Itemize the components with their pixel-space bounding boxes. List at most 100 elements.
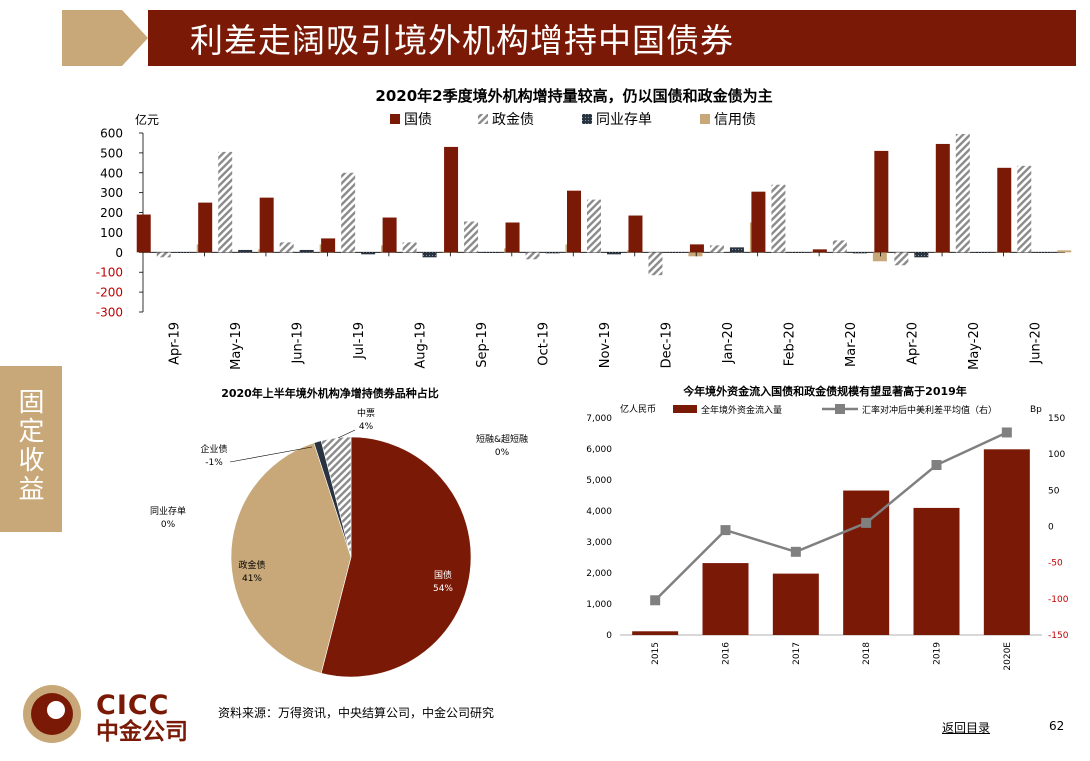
chart3-y-tick-label: 1,000 <box>586 600 612 610</box>
chart3-x-tick-label: 2018 <box>862 642 872 665</box>
chart1-x-tick-label: Feb-20 <box>782 322 797 366</box>
chart1-bar <box>402 242 417 253</box>
chart3-y2-tick-label: -150 <box>1048 631 1069 641</box>
chart1-bar <box>607 252 621 255</box>
chart1-bar <box>1017 165 1032 253</box>
chart1-x-tick-label: Apr-19 <box>168 322 183 365</box>
chart3-y-tick-label: 6,000 <box>586 445 612 455</box>
header-bar <box>148 10 1076 66</box>
chart1-x-tick-label: Mar-20 <box>844 322 859 367</box>
chart2-slice-percent: 41% <box>242 574 262 584</box>
chart3-spread-marker <box>861 517 872 528</box>
page-number: 62 <box>1049 719 1065 733</box>
chart3-legend-label: 汇率对冲后中美利差平均值（右） <box>862 404 997 416</box>
chart1-y-tick-label: -200 <box>96 286 123 300</box>
chart2-leader-line <box>337 429 356 439</box>
chart3-y2-tick-label: -100 <box>1048 595 1069 605</box>
chart3-spread-line <box>654 431 1008 602</box>
chart1-bar <box>464 221 479 253</box>
chart1-bar <box>299 249 314 253</box>
chart1-bar <box>648 252 663 276</box>
chart1-y-tick-label: 400 <box>100 166 123 180</box>
chart1-bar <box>689 244 704 253</box>
chart3-bar <box>702 563 749 635</box>
chart1-x-tick-label: Oct-19 <box>537 322 552 366</box>
chart1-bar <box>934 252 949 253</box>
chart1-legend-swatch <box>390 114 400 124</box>
chart3-spread-marker <box>650 595 661 606</box>
chart1-y-tick-label: 500 <box>100 146 123 160</box>
chart2-slice-name: 同业存单 <box>150 505 186 517</box>
cicc-logo-text: CICC <box>96 690 170 721</box>
chart1-x-tick-label: Jul-19 <box>352 322 367 360</box>
chart1-y-tick-label: -300 <box>96 306 123 320</box>
chart1-y-tick-label: -100 <box>96 266 123 280</box>
chart1-y-axis-label: 亿元 <box>135 112 159 127</box>
chart1-x-tick-label: May-20 <box>967 322 982 370</box>
chart1-bar <box>688 252 703 257</box>
chart3-bar <box>772 573 819 635</box>
chart3-y-tick-label: 7,000 <box>586 414 612 424</box>
chart3-spread-marker <box>720 525 731 536</box>
chart2-slice <box>320 436 352 558</box>
chart3-x-tick-label: 2017 <box>792 642 802 665</box>
chart1-bar <box>894 252 909 266</box>
chart3-y-tick-label: 4,000 <box>586 507 612 517</box>
chart1-bar <box>545 252 560 254</box>
chart3-legend-label: 全年境外资金流入量 <box>701 404 782 416</box>
back-to-contents-link[interactable]: 返回目录 <box>942 721 991 735</box>
chart3-y-tick-label: 0 <box>606 631 612 641</box>
chart3-bar <box>632 631 679 635</box>
chart1-bar <box>935 143 950 253</box>
chart3-legend-marker <box>835 404 845 414</box>
chart3-y-tick-label: 3,000 <box>586 538 612 548</box>
chart1-bar <box>628 215 643 253</box>
chart1-bar <box>955 133 970 253</box>
chart1-bar <box>1037 252 1052 253</box>
chart2-slice-name: 国债 <box>434 569 452 581</box>
chart2-slice-name: 企业债 <box>200 443 227 455</box>
chart1-y-tick-label: 200 <box>100 206 123 220</box>
chart2-title: 2020年上半年境外机构净增持债券品种占比 <box>221 386 439 400</box>
chart3-title: 今年境外资金流入国债和政金债规模有望显著高于2019年 <box>682 384 967 398</box>
chart1-title: 2020年2季度境外机构增持量较高，仍以国债和政金债为主 <box>375 87 772 105</box>
chart1-bar <box>874 150 889 253</box>
chart1-bar <box>791 252 806 253</box>
chart1-bar <box>832 240 847 253</box>
chart2-slice-name: 短融&超短融 <box>476 433 528 445</box>
chart2-slice-percent: 54% <box>433 584 453 594</box>
chart2-slice-percent: -1% <box>205 458 223 468</box>
chart1-bar <box>751 191 766 253</box>
chart3-y-tick-label: 5,000 <box>586 476 612 486</box>
chart3-bar <box>843 490 890 635</box>
page-title: 利差走阔吸引境外机构增持中国债券 <box>190 21 734 60</box>
chart1-x-tick-label: Sep-19 <box>475 322 490 368</box>
chart3-y2-axis-label: Bp <box>1030 405 1042 415</box>
chart3-y2-tick-label: -50 <box>1048 559 1063 569</box>
chart1-bar <box>975 252 990 253</box>
chart1-bar <box>729 247 744 253</box>
chart3-y2-tick-label: 150 <box>1048 414 1065 424</box>
chart3-x-tick-label: 2015 <box>651 642 661 665</box>
chart1-bar <box>259 197 274 253</box>
chart3-spread-marker <box>790 546 801 557</box>
chart1-legend-label: 政金债 <box>492 112 534 128</box>
chart1-bar <box>997 167 1012 253</box>
chart2-slice-percent: 0% <box>161 520 176 530</box>
chart1-bar <box>361 252 376 255</box>
chart1-bar <box>444 146 459 253</box>
chart3-x-tick-label: 2020E <box>1003 642 1013 671</box>
chart3-bar <box>913 507 960 635</box>
chart1-bar <box>525 252 540 260</box>
chart3-y2-tick-label: 50 <box>1048 486 1060 496</box>
chart3-spread-marker <box>1001 427 1012 438</box>
chart1-bar <box>422 252 437 258</box>
data-source-note: 资料来源：万得资讯，中央结算公司，中金公司研究 <box>218 706 495 720</box>
chart1-bar <box>321 238 336 253</box>
chart1-bar <box>771 184 786 253</box>
chart1-legend-label: 信用债 <box>714 112 756 128</box>
chart2-slice-percent: 4% <box>359 422 374 432</box>
side-section-tab[interactable] <box>0 366 62 532</box>
chart1-bar <box>995 252 1010 253</box>
